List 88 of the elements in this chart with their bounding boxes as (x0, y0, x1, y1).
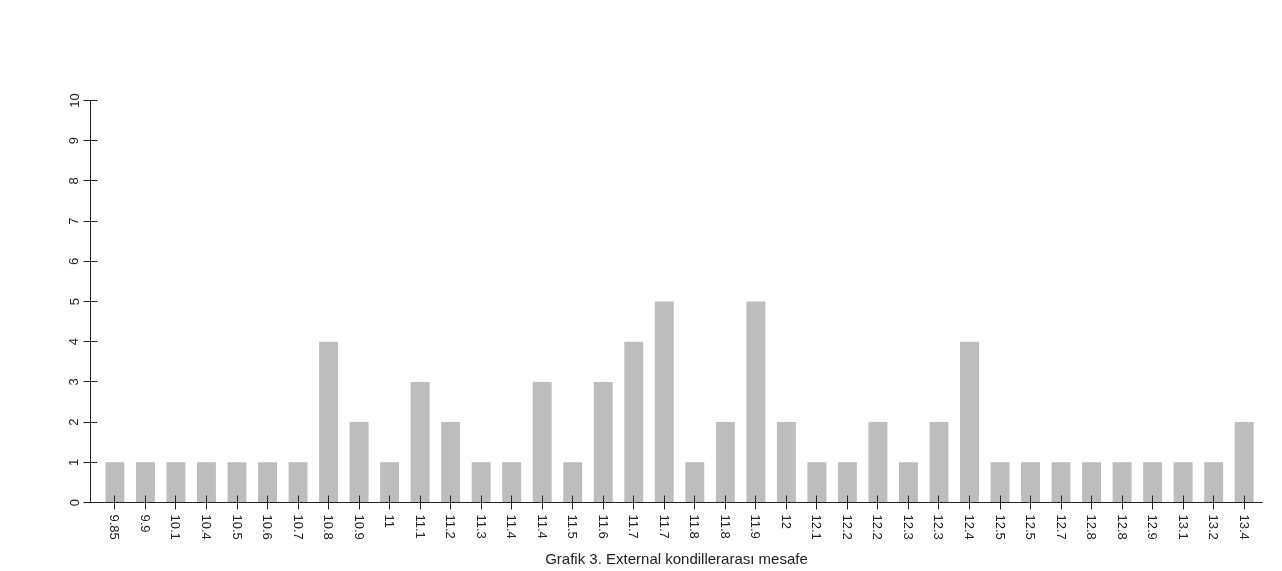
bar (135, 462, 155, 503)
x-tick-label: 12.1 (809, 514, 825, 540)
bar (1173, 462, 1193, 503)
x-tick-label: 9.85 (107, 514, 123, 540)
x-tick-label: 10.4 (198, 514, 214, 540)
bar (410, 381, 430, 503)
x-tick-label: 13.1 (1175, 514, 1191, 540)
y-tick-label: 6 (66, 257, 82, 265)
bar (1021, 462, 1040, 503)
x-tick-label: 11.6 (595, 514, 611, 539)
bar (1234, 422, 1254, 503)
bar (1082, 462, 1102, 503)
x-tick-label: 11.2 (443, 514, 459, 539)
x-tick-label: 11.1 (412, 514, 428, 539)
bar (624, 341, 644, 503)
x-tick-label: 12.2 (839, 514, 855, 540)
bar (990, 462, 1010, 503)
bar (1143, 462, 1163, 503)
x-tick-label: 12 (778, 514, 794, 529)
bar (593, 381, 613, 503)
bar (654, 301, 674, 503)
x-tick-label: 10.9 (351, 514, 367, 540)
x-tick-label: 12.7 (1053, 514, 1069, 540)
y-tick-label: 7 (66, 217, 82, 225)
bar (929, 422, 949, 503)
y-tick-label: 3 (66, 378, 82, 386)
x-tick-label: 12.5 (1023, 514, 1039, 540)
bar (1051, 462, 1071, 503)
bar (105, 462, 125, 503)
x-tick-label: 11.5 (565, 514, 581, 539)
bar (166, 462, 186, 503)
bar (899, 462, 918, 503)
x-tick-label: 13.4 (1236, 514, 1252, 540)
y-tick-label: 2 (66, 418, 82, 426)
text: Grafik 3. External kondillerarası mesafe (545, 549, 808, 567)
y-tick-label: 10 (66, 93, 82, 108)
x-tick-label: 10.6 (260, 514, 276, 540)
y-tick-label: 8 (66, 177, 82, 185)
x-tick-label: 11.7 (626, 514, 642, 539)
x-tick-label: 11.7 (656, 514, 672, 539)
bar (349, 422, 369, 503)
x-tick-label: 12.5 (992, 514, 1008, 540)
bar (960, 341, 979, 503)
x-tick-label: 11.4 (504, 514, 520, 539)
x-tick-label: 11.9 (748, 514, 764, 539)
x-tick-label: 11.8 (717, 514, 733, 539)
y-tick-label: 9 (66, 137, 82, 145)
bar (776, 422, 796, 503)
x-tick-label: 12.2 (870, 514, 886, 540)
x-tick-label: 9.9 (137, 514, 153, 533)
x-tick-label: 10.5 (229, 514, 245, 540)
x-tick-label: 10.8 (321, 514, 337, 540)
bar (227, 462, 247, 503)
bar (441, 422, 461, 503)
y-tick-label: 4 (66, 338, 82, 346)
bar (1112, 462, 1132, 503)
x-tick-label: 12.9 (1145, 514, 1161, 540)
x-tick-label: 12.3 (900, 514, 916, 540)
bar (197, 462, 216, 503)
bar (471, 462, 491, 503)
bar (837, 462, 857, 503)
x-tick-label: 12.8 (1114, 514, 1130, 540)
bar (502, 462, 522, 503)
bar (1204, 462, 1224, 503)
x-tick-label: 12.4 (962, 514, 977, 540)
x-tick-label: 10.7 (290, 514, 306, 540)
y-tick-label: 0 (66, 498, 82, 507)
bar (868, 422, 888, 503)
bar (258, 462, 277, 503)
bar (563, 462, 583, 503)
x-tick-label: 12.8 (1084, 514, 1100, 540)
x-tick-label: 12.3 (931, 514, 947, 540)
x-tick-label: 11.4 (534, 514, 550, 539)
x-tick-label: 10.1 (168, 514, 184, 540)
x-tick-label: 11 (382, 514, 398, 528)
bar (715, 422, 735, 503)
bar (319, 341, 339, 503)
bar (288, 462, 308, 503)
bar (807, 462, 827, 503)
x-tick-label: 13.2 (1206, 514, 1222, 540)
bar (380, 462, 400, 503)
y-tick-label: 1 (66, 458, 82, 466)
x-tick-label: 11.8 (687, 514, 703, 539)
bar (532, 381, 552, 503)
bar (746, 301, 766, 503)
y-tick-label: 5 (66, 297, 82, 306)
bar (685, 462, 705, 503)
x-tick-label: 11.3 (473, 514, 489, 539)
